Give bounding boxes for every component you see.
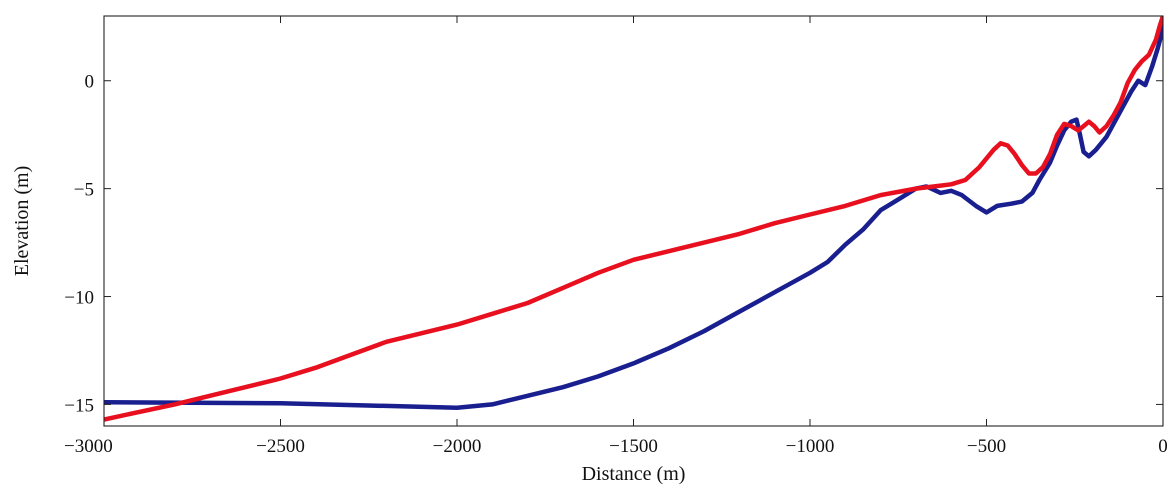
y-tick-label: 0	[85, 72, 95, 93]
x-tick-label: −1500	[609, 436, 658, 457]
series-line-2	[104, 16, 1163, 422]
y-tick-label: −15	[64, 395, 94, 416]
y-axis-label: Elevation (m)	[11, 166, 33, 277]
x-axis: −3000 −2500 −2000 −1500 −1000 −500 0	[64, 16, 1168, 457]
x-tick-label: −1000	[786, 436, 835, 457]
x-tick-label: −500	[967, 436, 1006, 457]
y-tick-label: −10	[64, 288, 94, 309]
x-tick-label: −3000	[64, 436, 113, 457]
y-tick-label: −5	[74, 180, 94, 201]
y-axis: 0 −5 −10 −15	[64, 72, 1163, 416]
series-line-1	[104, 18, 1163, 410]
x-tick-label: −2500	[256, 436, 305, 457]
x-tick-label: −2000	[433, 436, 482, 457]
x-tick-label: 0	[1158, 436, 1168, 457]
series-layer	[104, 16, 1163, 422]
x-axis-label: Distance (m)	[582, 463, 686, 485]
